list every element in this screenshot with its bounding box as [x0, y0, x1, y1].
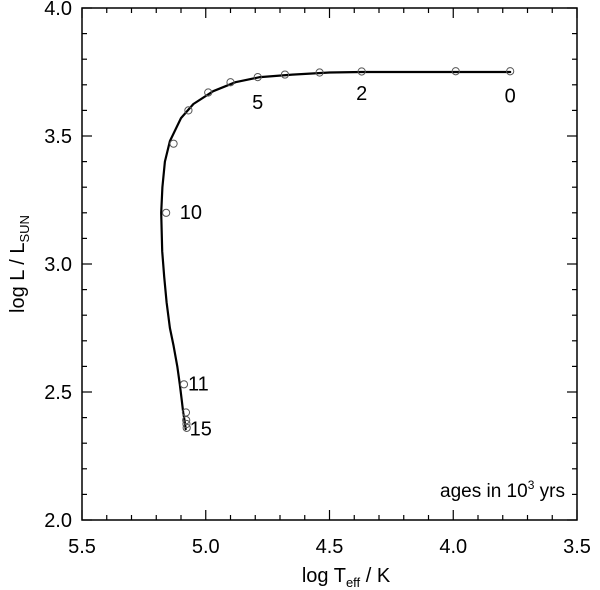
plot-frame	[81, 7, 578, 521]
age-marker	[357, 67, 366, 76]
y-tick-label: 3.0	[44, 254, 72, 276]
age-marker	[315, 68, 324, 77]
x-tick-label: 5.0	[192, 536, 220, 558]
age-marker	[182, 419, 191, 429]
age-marker	[182, 416, 191, 425]
age-marker	[184, 106, 193, 115]
evolutionary-track-line	[160, 70, 512, 431]
age-marker	[280, 70, 290, 79]
y-tick-label: 2.5	[44, 382, 72, 404]
x-axis-label: log Teff / K	[302, 565, 391, 590]
x-tick-label: 4.0	[439, 536, 467, 558]
age-marker	[451, 67, 460, 76]
age-label: 15	[190, 419, 212, 441]
ages-note: ages in 103 yrs	[440, 478, 565, 502]
y-tick-label: 4.0	[44, 0, 72, 20]
x-tick-label: 5.5	[68, 536, 96, 558]
y-tick-label: 3.5	[44, 126, 72, 148]
age-marker	[169, 139, 178, 148]
age-label: 10	[180, 202, 202, 224]
age-label: 5	[252, 92, 263, 114]
age-marker	[506, 67, 515, 76]
age-marker	[162, 208, 171, 217]
age-label: 2	[356, 83, 367, 105]
age-marker	[253, 73, 262, 82]
x-tick-labels: 5.5 5.0 4.5 4.0 3.5	[68, 536, 591, 558]
age-label: 11	[188, 374, 209, 396]
y-axis-label: log L / LSUN	[7, 215, 32, 313]
age-marker	[179, 380, 189, 389]
age-labels: 0 2 5 10 11 15	[180, 83, 516, 440]
x-tick-label: 3.5	[563, 536, 591, 558]
age-markers	[162, 67, 515, 432]
axis-ticks	[81, 7, 578, 521]
age-label: 0	[505, 86, 516, 108]
y-tick-labels: 2.0 2.5 3.0 3.5 4.0	[44, 0, 72, 532]
y-tick-label: 2.0	[44, 510, 72, 532]
x-tick-label: 4.5	[316, 536, 344, 558]
age-marker	[182, 423, 191, 432]
age-marker	[204, 88, 213, 97]
age-marker	[226, 78, 235, 87]
